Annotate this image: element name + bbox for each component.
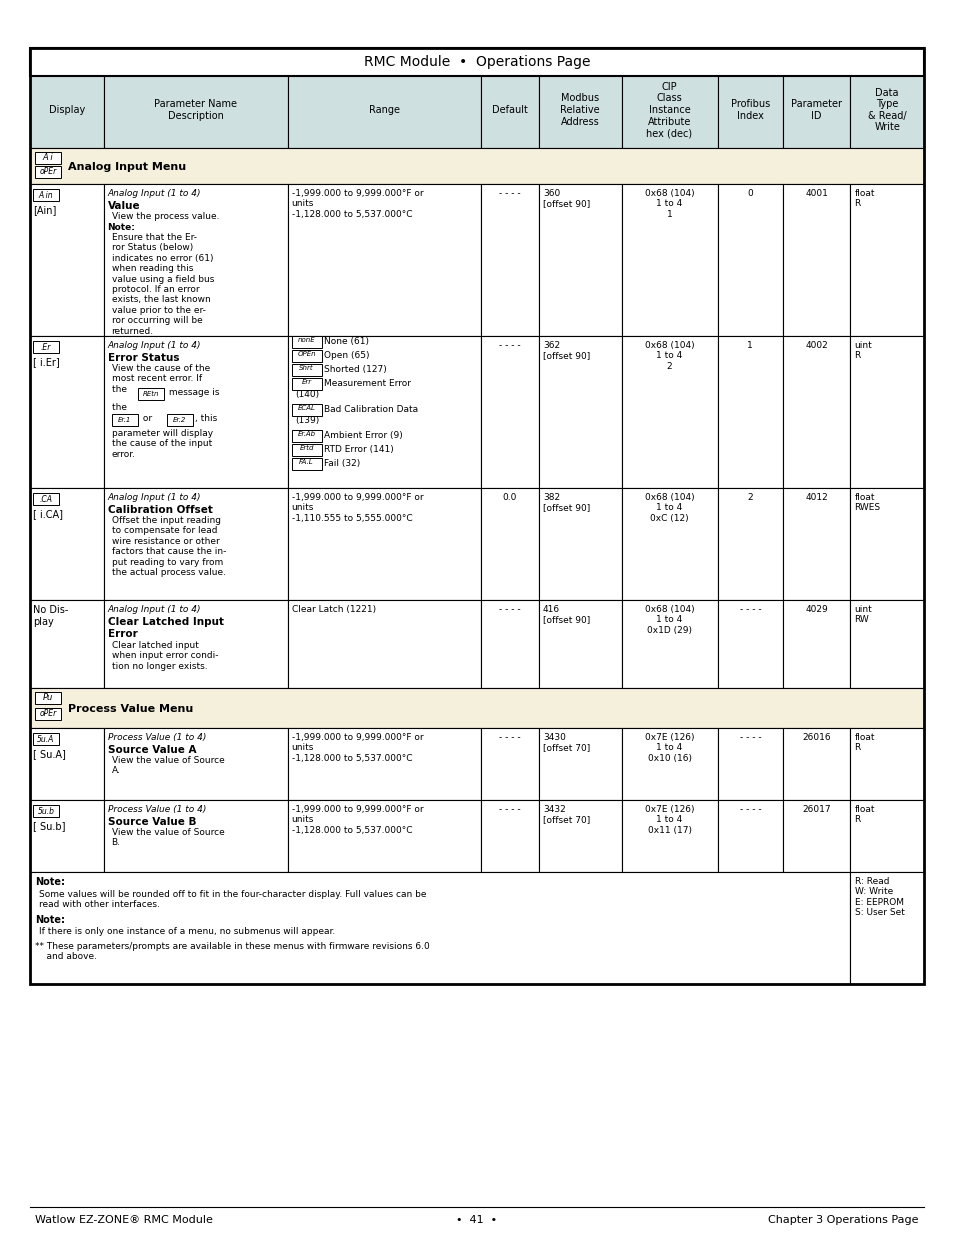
Bar bbox=[33, 189, 59, 201]
Text: - - - -: - - - - bbox=[739, 605, 760, 614]
Bar bbox=[849, 184, 923, 336]
Bar bbox=[538, 600, 620, 688]
Text: Fail (32): Fail (32) bbox=[323, 459, 359, 468]
Bar bbox=[480, 727, 538, 800]
Bar bbox=[104, 77, 287, 148]
Bar bbox=[849, 488, 923, 600]
Bar bbox=[620, 727, 717, 800]
Text: Data
Type
& Read/
Write: Data Type & Read/ Write bbox=[867, 88, 905, 132]
Text: 0x68 (104)
1 to 4
0x1D (29): 0x68 (104) 1 to 4 0x1D (29) bbox=[644, 605, 694, 635]
Text: 5u.A: 5u.A bbox=[37, 735, 54, 743]
Bar bbox=[292, 430, 321, 442]
Text: Process Value (1 to 4): Process Value (1 to 4) bbox=[108, 805, 206, 814]
Bar bbox=[104, 336, 287, 488]
Bar bbox=[620, 488, 717, 600]
Text: Chapter 3 Operations Page: Chapter 3 Operations Page bbox=[768, 1215, 918, 1225]
Text: oPEr: oPEr bbox=[39, 168, 56, 177]
Text: [ Su.A]: [ Su.A] bbox=[33, 748, 66, 760]
Text: Value: Value bbox=[108, 201, 140, 211]
Text: -1,999.000 to 9,999.000°F or
units
-1,128.000 to 5,537.000°C: -1,999.000 to 9,999.000°F or units -1,12… bbox=[292, 805, 423, 835]
Bar bbox=[287, 800, 480, 872]
Text: - - - -: - - - - bbox=[498, 605, 520, 614]
Text: View the cause of the
most recent error. If
the: View the cause of the most recent error.… bbox=[112, 364, 210, 394]
Text: FA.L: FA.L bbox=[299, 459, 314, 466]
Text: 416
[offset 90]: 416 [offset 90] bbox=[542, 605, 590, 625]
Text: - - - -: - - - - bbox=[498, 341, 520, 350]
Bar bbox=[480, 488, 538, 600]
Text: nonE: nonE bbox=[297, 337, 315, 343]
Text: Er.Ab: Er.Ab bbox=[297, 431, 315, 437]
Bar bbox=[30, 688, 923, 727]
Text: Range: Range bbox=[368, 105, 399, 115]
Text: 2: 2 bbox=[747, 493, 752, 501]
Text: Analog Input Menu: Analog Input Menu bbox=[68, 162, 186, 172]
Bar bbox=[782, 600, 849, 688]
Text: RMC Module  •  Operations Page: RMC Module • Operations Page bbox=[363, 56, 590, 69]
Text: View the value of Source
A.: View the value of Source A. bbox=[112, 756, 224, 776]
Bar bbox=[33, 493, 59, 505]
Bar bbox=[717, 800, 782, 872]
Text: .CA: .CA bbox=[39, 494, 52, 504]
Bar bbox=[782, 800, 849, 872]
Text: Analog Input (1 to 4): Analog Input (1 to 4) bbox=[108, 605, 201, 614]
Text: Err: Err bbox=[301, 379, 312, 385]
Text: 360
[offset 90]: 360 [offset 90] bbox=[542, 189, 590, 209]
Text: Calibration Offset: Calibration Offset bbox=[108, 505, 213, 515]
Text: 26016: 26016 bbox=[801, 734, 830, 742]
Bar bbox=[33, 341, 59, 353]
Text: View the value of Source
B.: View the value of Source B. bbox=[112, 827, 224, 847]
Bar bbox=[287, 488, 480, 600]
Bar bbox=[849, 727, 923, 800]
Text: Note:: Note: bbox=[35, 915, 65, 925]
Bar bbox=[35, 165, 61, 178]
Text: Process Value (1 to 4): Process Value (1 to 4) bbox=[108, 734, 206, 742]
Text: - - - -: - - - - bbox=[498, 189, 520, 198]
Text: 0.0: 0.0 bbox=[502, 493, 517, 501]
Text: ** These parameters/prompts are available in these menus with firmware revisions: ** These parameters/prompts are availabl… bbox=[35, 942, 429, 961]
Bar bbox=[538, 727, 620, 800]
Bar bbox=[717, 600, 782, 688]
Bar bbox=[292, 404, 321, 416]
Text: 362
[offset 90]: 362 [offset 90] bbox=[542, 341, 590, 361]
Bar bbox=[782, 336, 849, 488]
Text: Ensure that the Er-
ror Status (below)
indicates no error (61)
when reading this: Ensure that the Er- ror Status (below) i… bbox=[112, 233, 213, 336]
Bar bbox=[287, 77, 480, 148]
Bar bbox=[30, 77, 104, 148]
Text: float
R: float R bbox=[854, 734, 874, 752]
Text: Ambient Error (9): Ambient Error (9) bbox=[323, 431, 402, 440]
Text: Default: Default bbox=[492, 105, 527, 115]
Text: Bad Calibration Data: Bad Calibration Data bbox=[323, 405, 417, 414]
Text: Error Status: Error Status bbox=[108, 353, 179, 363]
Text: Clear Latched Input
Error: Clear Latched Input Error bbox=[108, 618, 223, 638]
Bar bbox=[104, 800, 287, 872]
Text: Note:: Note: bbox=[35, 877, 65, 887]
Bar bbox=[292, 445, 321, 456]
Text: 0x68 (104)
1 to 4
1: 0x68 (104) 1 to 4 1 bbox=[644, 189, 694, 219]
Text: [ i.CA]: [ i.CA] bbox=[33, 509, 63, 519]
Text: the: the bbox=[112, 403, 130, 412]
Bar bbox=[137, 388, 163, 400]
Text: Pu: Pu bbox=[43, 694, 53, 703]
Text: [ Su.b]: [ Su.b] bbox=[33, 821, 66, 831]
Bar bbox=[480, 184, 538, 336]
Text: Shrt: Shrt bbox=[299, 366, 314, 370]
Text: Process Value Menu: Process Value Menu bbox=[68, 704, 193, 714]
Text: Some values will be rounded off to fit in the four-character display. Full value: Some values will be rounded off to fit i… bbox=[39, 890, 426, 909]
Text: .Er: .Er bbox=[41, 342, 51, 352]
Text: 0x7E (126)
1 to 4
0x11 (17): 0x7E (126) 1 to 4 0x11 (17) bbox=[644, 805, 694, 835]
Bar bbox=[30, 727, 104, 800]
Text: Open (65): Open (65) bbox=[323, 351, 369, 359]
Bar bbox=[104, 488, 287, 600]
Text: Note:: Note: bbox=[108, 224, 135, 232]
Text: parameter will display
the cause of the input
error.: parameter will display the cause of the … bbox=[112, 429, 213, 458]
Text: Er.2: Er.2 bbox=[172, 417, 186, 424]
Text: If there is only one instance of a menu, no submenus will appear.: If there is only one instance of a menu,… bbox=[39, 927, 335, 936]
Bar bbox=[620, 600, 717, 688]
Text: 4002: 4002 bbox=[804, 341, 827, 350]
Text: 3432
[offset 70]: 3432 [offset 70] bbox=[542, 805, 590, 825]
Bar bbox=[33, 734, 59, 745]
Bar bbox=[480, 77, 538, 148]
Text: R: Read
W: Write
E: EEPROM
S: User Set: R: Read W: Write E: EEPROM S: User Set bbox=[855, 877, 904, 918]
Bar bbox=[782, 77, 849, 148]
Text: 5u.b: 5u.b bbox=[37, 806, 54, 815]
